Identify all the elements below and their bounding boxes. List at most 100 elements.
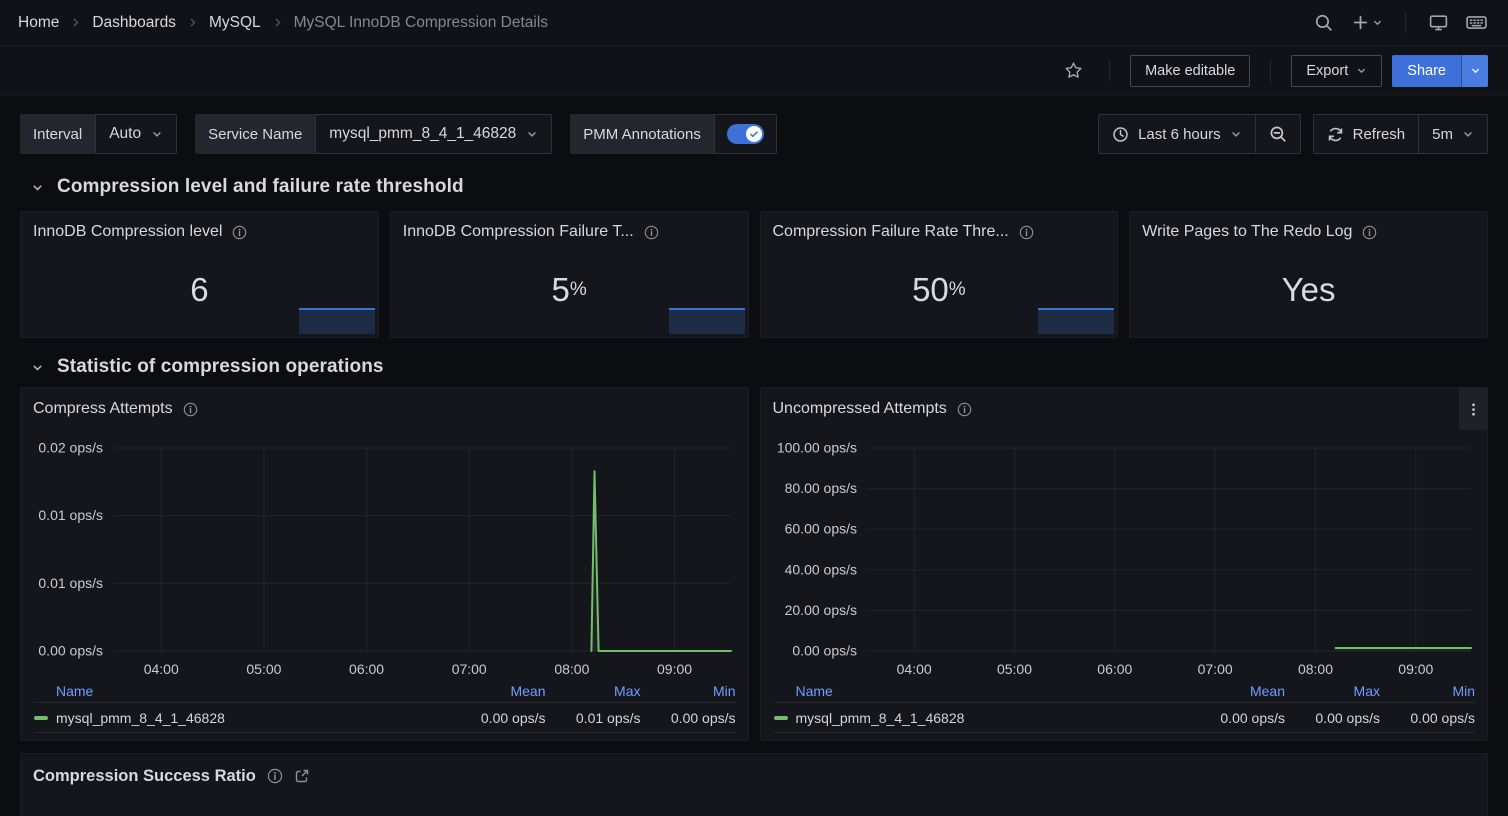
series-name[interactable]: mysql_pmm_8_4_1_46828 [796, 710, 965, 726]
legend-name-cell: mysql_pmm_8_4_1_46828 [774, 710, 1191, 726]
service-name-value: mysql_pmm_8_4_1_46828 [329, 125, 516, 143]
service-name-select[interactable]: mysql_pmm_8_4_1_46828 [315, 114, 552, 154]
breadcrumb-home[interactable]: Home [12, 10, 65, 36]
export-label: Export [1306, 63, 1348, 79]
refresh-interval-picker[interactable]: 5m [1418, 115, 1487, 153]
svg-text:05:00: 05:00 [996, 661, 1031, 677]
panel-header[interactable]: Compress Attempts [21, 388, 748, 430]
series-color-swatch [34, 716, 48, 720]
breadcrumb: Home Dashboards MySQL MySQL InnoDB Compr… [12, 10, 554, 36]
legend-column-max[interactable]: Max [546, 683, 641, 699]
panel-title: InnoDB Compression level [33, 223, 222, 241]
keyboard-shortcuts-icon[interactable] [1460, 7, 1492, 39]
panel-header[interactable]: InnoDB Compression level [21, 212, 378, 252]
svg-text:08:00: 08:00 [554, 661, 589, 677]
breadcrumb-mysql[interactable]: MySQL [203, 10, 267, 36]
legend-column-name[interactable]: Name [774, 683, 1191, 699]
chevron-down-icon [526, 128, 538, 140]
info-icon[interactable] [957, 402, 972, 417]
section-title: Compression level and failure rate thres… [57, 176, 464, 198]
chevron-down-icon [31, 181, 44, 194]
divider [1109, 60, 1110, 82]
panel-menu-kebab-icon[interactable] [1459, 388, 1487, 430]
clock-icon [1112, 126, 1129, 143]
legend-column-min[interactable]: Min [1380, 683, 1475, 699]
top-nav: Home Dashboards MySQL MySQL InnoDB Compr… [0, 0, 1508, 46]
section-title: Statistic of compression operations [57, 356, 384, 378]
legend-header: Name Mean Max Min [34, 680, 736, 703]
legend-column-max[interactable]: Max [1285, 683, 1380, 699]
refresh-button[interactable]: Refresh [1314, 115, 1419, 153]
svg-text:08:00: 08:00 [1297, 661, 1332, 677]
breadcrumb-dashboards[interactable]: Dashboards [86, 10, 182, 36]
star-icon[interactable] [1057, 55, 1089, 87]
legend-row: mysql_pmm_8_4_1_46828 0.00 ops/s 0.01 op… [34, 703, 736, 733]
panel-header[interactable]: Uncompressed Attempts [761, 388, 1488, 430]
zoom-out-button[interactable] [1255, 115, 1300, 153]
section-row-statistics[interactable]: Statistic of compression operations [20, 356, 1488, 378]
chart-legend: Name Mean Max Min mysql_pmm_8_4_1_46828 … [761, 680, 1488, 733]
stat-panel-failure-rate: Compression Failure Rate Thre... 50% [760, 211, 1119, 338]
stat-value: 5 [551, 271, 569, 309]
info-icon[interactable] [1362, 225, 1377, 240]
stat-value: Yes [1282, 271, 1336, 309]
pmm-annotations-label: PMM Annotations [570, 114, 714, 154]
info-icon[interactable] [1019, 225, 1034, 240]
interval-value: Auto [109, 125, 141, 143]
series-name[interactable]: mysql_pmm_8_4_1_46828 [56, 710, 225, 726]
panel-header[interactable]: Compression Failure Rate Thre... [761, 212, 1118, 252]
stat-suffix: % [949, 279, 966, 301]
pmm-annotations-toggle[interactable] [714, 114, 777, 154]
info-icon[interactable] [183, 402, 198, 417]
svg-text:0.00 ops/s: 0.00 ops/s [792, 643, 857, 659]
share-split-button: Share [1392, 55, 1488, 87]
stat-panels-row: InnoDB Compression level 6 InnoDB Compre… [20, 211, 1488, 338]
time-series-chart[interactable]: 100.00 ops/s80.00 ops/s60.00 ops/s40.00 … [761, 430, 1488, 680]
kiosk-mode-icon[interactable] [1422, 7, 1454, 39]
legend-column-mean[interactable]: Mean [1190, 683, 1285, 699]
panel-header[interactable]: InnoDB Compression Failure T... [391, 212, 748, 252]
chevron-right-icon [186, 16, 199, 29]
interval-variable: Interval Auto [20, 114, 177, 154]
interval-select[interactable]: Auto [95, 114, 177, 154]
time-range-picker[interactable]: Last 6 hours [1099, 115, 1255, 153]
svg-text:05:00: 05:00 [246, 661, 281, 677]
add-menu-button[interactable] [1345, 7, 1389, 39]
stat-suffix: % [570, 279, 587, 301]
refresh-label: Refresh [1353, 126, 1406, 143]
chevron-down-icon [1230, 128, 1242, 140]
panel-title: Compression Failure Rate Thre... [773, 223, 1009, 241]
check-icon [749, 129, 759, 139]
stat-value: 6 [190, 271, 208, 309]
share-button[interactable]: Share [1392, 55, 1461, 87]
interval-label: Interval [20, 114, 95, 154]
external-link-icon[interactable] [294, 768, 310, 784]
toggle-on [727, 124, 764, 144]
export-button[interactable]: Export [1291, 55, 1382, 87]
time-series-chart[interactable]: 0.02 ops/s0.01 ops/s0.01 ops/s0.00 ops/s… [21, 430, 748, 680]
legend-column-mean[interactable]: Mean [451, 683, 546, 699]
search-icon[interactable] [1307, 7, 1339, 39]
make-editable-button[interactable]: Make editable [1130, 55, 1250, 87]
time-controls: Last 6 hours Refresh 5m [1098, 114, 1488, 154]
info-icon[interactable] [267, 768, 283, 784]
share-menu-button[interactable] [1461, 55, 1488, 87]
panel-header[interactable]: Write Pages to The Redo Log [1130, 212, 1487, 252]
chevron-right-icon [69, 16, 82, 29]
legend-column-name[interactable]: Name [34, 683, 451, 699]
svg-text:80.00 ops/s: 80.00 ops/s [784, 480, 856, 496]
legend-column-min[interactable]: Min [641, 683, 736, 699]
panel-title: Compression Success Ratio [33, 767, 256, 786]
panel-title: InnoDB Compression Failure T... [403, 223, 634, 241]
compression-success-ratio-panel: Compression Success Ratio [20, 753, 1488, 816]
svg-text:06:00: 06:00 [349, 661, 384, 677]
svg-text:0.00 ops/s: 0.00 ops/s [38, 643, 103, 659]
info-icon[interactable] [232, 225, 247, 240]
series-color-swatch [774, 716, 788, 720]
panel-header[interactable]: Compression Success Ratio [21, 754, 1487, 798]
chart-panels-row: Compress Attempts 0.02 ops/s0.01 ops/s0.… [20, 387, 1488, 741]
chevron-right-icon [271, 16, 284, 29]
info-icon[interactable] [644, 225, 659, 240]
legend-min-value: 0.00 ops/s [641, 710, 736, 726]
section-row-threshold[interactable]: Compression level and failure rate thres… [20, 176, 1488, 198]
